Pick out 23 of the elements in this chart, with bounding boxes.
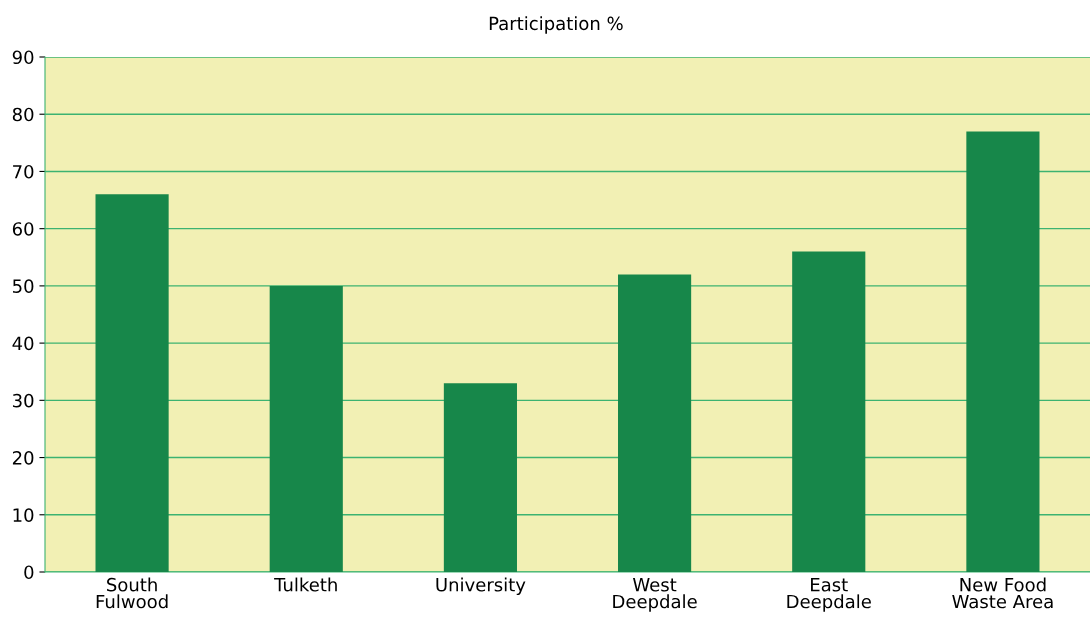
y-tick-label: 10 (13, 508, 34, 522)
y-tick-label: 50 (13, 279, 34, 294)
bar (443, 383, 517, 572)
x-tick-label: East Deepdale (787, 578, 871, 612)
x-tick-label: South Fulwood (96, 577, 168, 609)
y-tick-label: 20 (12, 451, 34, 465)
x-tick-label: Tulketh (274, 577, 337, 592)
bar (95, 194, 169, 572)
x-tick-label: University (436, 577, 526, 596)
y-tick-label: 70 (13, 164, 34, 179)
bar (269, 285, 343, 572)
y-tick-label: 90 (12, 50, 34, 65)
y-tick-label: 60 (12, 222, 34, 236)
bar (792, 251, 866, 572)
x-tick-label: West Deepdale (613, 578, 697, 612)
y-tick-label: 0 (24, 565, 34, 580)
bar (966, 131, 1040, 572)
bar (618, 274, 692, 572)
y-tick-label: 80 (12, 107, 34, 122)
y-tick-label: 30 (12, 393, 34, 408)
chart-title: Participation % (489, 16, 623, 34)
y-tick-label: 40 (12, 336, 34, 351)
x-tick-label: New Food Waste Area (952, 577, 1053, 609)
